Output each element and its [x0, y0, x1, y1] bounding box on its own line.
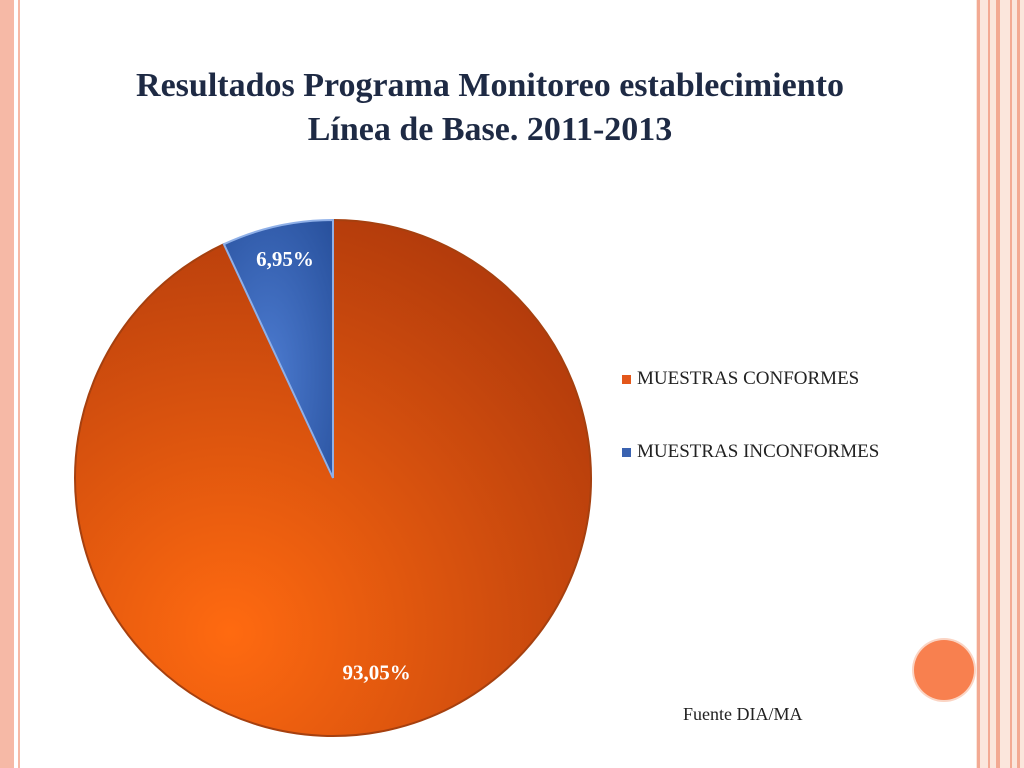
pie-slice-inconformes: [222, 218, 334, 479]
legend-item-inconformes: MUESTRAS INCONFORMES: [622, 441, 879, 463]
slide-title-line-1: Resultados Programa Monitoreo establecim…: [136, 67, 844, 104]
source-note: Fuente DIA/MA: [683, 704, 803, 724]
right-border-line: [1010, 0, 1012, 768]
right-border-line: [996, 0, 1000, 768]
data-label-inconformes: 6,95%: [256, 247, 314, 271]
legend-label-inconformes: MUESTRAS INCONFORMES: [637, 441, 880, 462]
data-label-conformes: 93,05%: [342, 660, 410, 684]
right-border-band: [976, 0, 1024, 768]
right-border-line: [977, 0, 980, 768]
slide-title-line-2: Línea de Base. 2011-2013: [307, 111, 673, 148]
decorative-circle: [914, 640, 974, 700]
right-border-line: [988, 0, 990, 768]
left-border-line: [18, 0, 20, 768]
right-border-line: [1017, 0, 1020, 768]
legend-label-conformes: MUESTRAS CONFORMES: [637, 368, 860, 389]
left-border-stripe: [0, 0, 14, 768]
legend-swatch-conformes: [622, 374, 631, 384]
legend-swatch-inconformes: [622, 447, 631, 457]
legend-item-conformes: MUESTRAS CONFORMES: [622, 368, 859, 390]
slide-title: Resultados Programa Monitoreo establecim…: [40, 64, 940, 152]
